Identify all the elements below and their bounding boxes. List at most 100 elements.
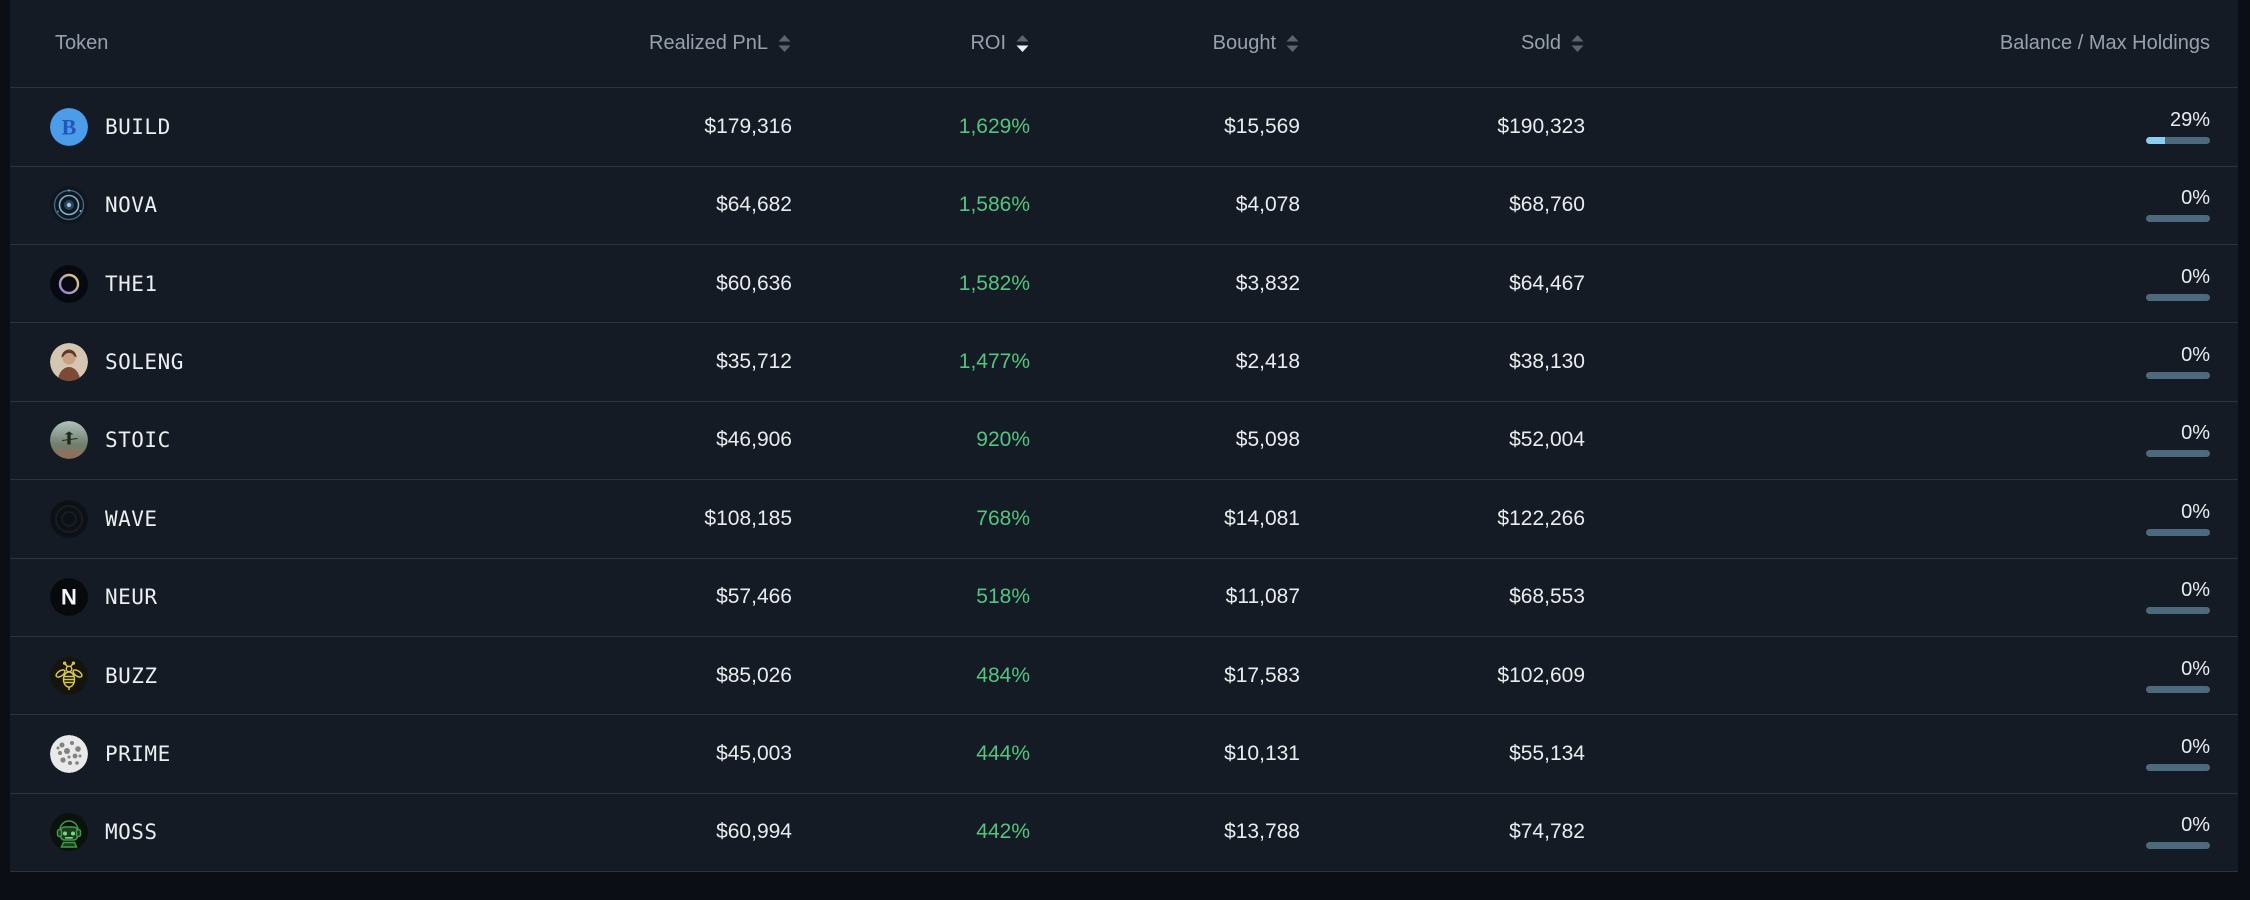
token-cell: SOLENG <box>10 323 430 400</box>
realized-pnl-value: $64,682 <box>716 193 792 217</box>
realized-pnl-value: $179,316 <box>704 114 792 138</box>
balance-percent: 0% <box>2181 579 2210 602</box>
balance-cell: 0% <box>1585 480 2238 557</box>
realized-pnl-value: $108,185 <box>704 506 792 530</box>
balance-percent: 0% <box>2181 187 2210 210</box>
token-cell: THE1 <box>10 245 430 322</box>
column-header-sold[interactable]: Sold <box>1300 32 1585 55</box>
sort-icon <box>1571 35 1584 53</box>
table-row[interactable]: N NEUR $57,466 518% $11,087 $68,553 0% <box>10 559 2238 637</box>
roi-value: 518% <box>976 585 1030 609</box>
sold-value: $55,134 <box>1509 742 1585 765</box>
balance-percent: 0% <box>2181 657 2210 680</box>
balance-bar <box>2146 764 2210 771</box>
the1-token-icon <box>50 264 88 303</box>
sold-value: $68,760 <box>1509 193 1585 217</box>
column-header-token: Token <box>10 32 430 55</box>
token-name: WAVE <box>105 506 158 531</box>
table-row[interactable]: WAVE $108,185 768% $14,081 $122,266 0% <box>10 480 2238 559</box>
svg-text:N: N <box>61 585 77 610</box>
bought-value: $10,131 <box>1224 742 1300 765</box>
token-name: NOVA <box>105 193 158 218</box>
token-cell: WAVE <box>10 480 430 557</box>
realized-pnl-value: $45,003 <box>716 742 792 765</box>
bought-value: $13,788 <box>1224 820 1300 844</box>
token-name: BUZZ <box>105 663 158 688</box>
balance-bar <box>2146 136 2210 144</box>
balance-cell: 0% <box>1585 402 2238 479</box>
roi-value: 1,477% <box>958 350 1030 374</box>
bought-value: $14,081 <box>1224 506 1300 530</box>
sort-desc-icon <box>1016 35 1029 53</box>
balance-bar <box>2146 842 2210 850</box>
column-label-realized-pnl: Realized PnL <box>649 32 768 55</box>
column-header-balance: Balance / Max Holdings <box>1585 32 2238 55</box>
prime-token-icon <box>50 735 88 773</box>
realized-pnl-value: $85,026 <box>716 663 792 687</box>
balance-cell: 0% <box>1585 245 2238 322</box>
table-row[interactable]: STOIC $46,906 920% $5,098 $52,004 0% <box>10 402 2238 481</box>
balance-bar <box>2146 215 2210 223</box>
token-cell: BUZZ <box>10 637 430 714</box>
bought-value: $11,087 <box>1225 585 1300 609</box>
table-row[interactable]: PRIME $45,003 444% $10,131 $55,134 0% <box>10 715 2238 794</box>
column-header-roi[interactable]: ROI <box>792 32 1030 55</box>
sold-value: $38,130 <box>1509 350 1585 374</box>
token-name: PRIME <box>105 742 171 766</box>
nova-token-icon <box>50 186 88 225</box>
roi-value: 920% <box>976 428 1030 452</box>
column-label-sold: Sold <box>1520 32 1561 55</box>
bought-value: $3,832 <box>1235 271 1300 295</box>
sold-value: $68,553 <box>1509 585 1585 609</box>
neur-token-icon: N <box>50 578 88 617</box>
table-row[interactable]: B BUILD $179,316 1,629% $15,569 $190,323 29% <box>10 88 2238 167</box>
balance-cell: 0% <box>1585 559 2238 636</box>
roi-value: 1,582% <box>958 271 1030 295</box>
token-name: BUILD <box>105 114 171 139</box>
balance-percent: 0% <box>2181 265 2210 288</box>
token-name: STOIC <box>105 428 171 453</box>
token-name: THE1 <box>105 271 158 296</box>
bought-value: $17,583 <box>1224 663 1300 687</box>
balance-percent: 0% <box>2181 344 2210 367</box>
token-name: NEUR <box>105 585 158 610</box>
token-cell: B BUILD <box>10 88 430 165</box>
table-row[interactable]: THE1 $60,636 1,582% $3,832 $64,467 0% <box>10 245 2238 324</box>
column-label-bought: Bought <box>1212 32 1276 55</box>
balance-bar <box>2146 372 2210 380</box>
balance-percent: 0% <box>2181 422 2210 445</box>
token-cell: STOIC <box>10 402 430 479</box>
sort-icon <box>778 35 791 53</box>
build-token-icon: B <box>50 107 88 146</box>
stoic-token-icon <box>50 421 88 460</box>
bought-value: $2,418 <box>1235 350 1300 374</box>
table-row[interactable]: NOVA $64,682 1,586% $4,078 $68,760 0% <box>10 167 2238 245</box>
balance-bar <box>2146 685 2210 693</box>
realized-pnl-value: $57,466 <box>716 585 792 609</box>
balance-percent: 0% <box>2181 500 2210 523</box>
balance-cell: 0% <box>1585 794 2238 871</box>
sold-value: $122,266 <box>1497 506 1585 530</box>
balance-bar <box>2146 450 2210 458</box>
balance-percent: 0% <box>2181 814 2210 837</box>
column-header-bought[interactable]: Bought <box>1030 32 1300 55</box>
balance-bar-fill <box>2146 136 2165 144</box>
token-cell: NOVA <box>10 167 430 244</box>
table-row[interactable]: SOLENG $35,712 1,477% $2,418 $38,130 0% <box>10 323 2238 402</box>
table-row[interactable]: BUZZ $85,026 484% $17,583 $102,609 0% <box>10 637 2238 716</box>
balance-percent: 29% <box>2169 108 2210 131</box>
buzz-token-icon <box>50 656 88 695</box>
sold-value: $52,004 <box>1509 428 1585 452</box>
sort-icon <box>1286 35 1299 53</box>
table-row[interactable]: MOSS $60,994 442% $13,788 $74,782 0% <box>10 794 2238 873</box>
soleng-token-icon <box>50 343 88 382</box>
column-header-realized-pnl[interactable]: Realized PnL <box>430 32 792 55</box>
svg-text:B: B <box>62 114 77 139</box>
moss-token-icon <box>50 813 88 852</box>
table-body: B BUILD $179,316 1,629% $15,569 $190,323 29% N… <box>10 88 2238 873</box>
realized-pnl-value: $35,712 <box>716 350 792 374</box>
sold-value: $190,323 <box>1497 114 1585 138</box>
balance-cell: 0% <box>1585 167 2238 244</box>
sold-value: $64,467 <box>1509 271 1585 295</box>
bought-value: $4,078 <box>1235 193 1300 217</box>
